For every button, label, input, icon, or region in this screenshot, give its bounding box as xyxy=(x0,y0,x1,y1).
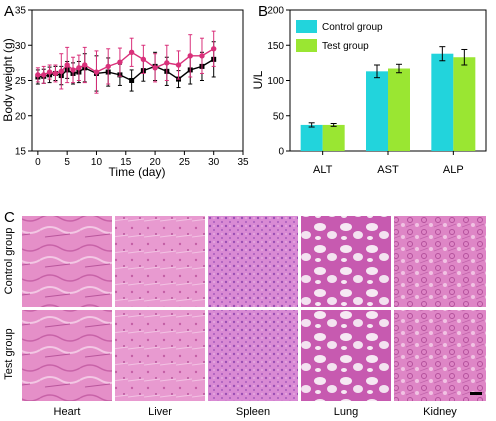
micrograph-control-kidney xyxy=(394,216,486,307)
row-labels: Control group Test group xyxy=(3,228,15,380)
plot-frame-a xyxy=(31,9,244,152)
legend-label-test: Test group xyxy=(322,41,369,52)
category-label-b: ALP xyxy=(443,164,464,176)
data-point-a xyxy=(129,78,135,83)
y-tick-label-a: 25 xyxy=(15,76,27,87)
micrograph-test-spleen xyxy=(208,310,298,401)
row-label-test: Test group xyxy=(3,328,15,379)
y-tick-label-b: 100 xyxy=(267,76,284,87)
series-line-a xyxy=(37,48,215,76)
micrograph-test-lung xyxy=(301,310,391,401)
micrograph-control-lung xyxy=(301,216,391,307)
data-point-a xyxy=(210,46,217,52)
histology-grid: Control group Test group Heart Liver Spl… xyxy=(3,216,486,418)
legend-swatch-control xyxy=(296,20,317,33)
y-tick-label-b: 150 xyxy=(267,41,284,52)
axis-ticks-b: 0 50 100 150 200 ALT AST ALP xyxy=(267,6,463,177)
x-tick-label-a: 35 xyxy=(237,157,249,168)
x-tick-label-a: 15 xyxy=(120,157,132,168)
column-label-spleen: Spleen xyxy=(236,406,270,418)
data-point-a xyxy=(175,62,182,68)
series-a-0 xyxy=(35,41,217,92)
y-tick-label-a: 20 xyxy=(15,111,27,122)
series-line-a xyxy=(37,58,215,82)
bar-alt-0 xyxy=(300,124,323,151)
x-tick-label-a: 10 xyxy=(91,157,103,168)
data-point-a xyxy=(187,53,193,59)
data-point-a xyxy=(93,69,100,75)
legend-b: Control group Test group xyxy=(296,20,383,52)
data-point-a xyxy=(46,69,53,75)
data-point-a xyxy=(82,62,88,68)
data-point-a xyxy=(105,63,111,70)
x-tick-label-a: 0 xyxy=(35,157,41,168)
data-point-a xyxy=(35,72,41,78)
data-point-a xyxy=(76,65,82,71)
data-point-a xyxy=(58,68,65,75)
x-axis-title-a: Time (day) xyxy=(109,165,166,179)
legend-swatch-test xyxy=(296,39,317,52)
bar-ast-0 xyxy=(366,71,388,151)
y-tick-label-b: 200 xyxy=(267,6,284,17)
data-point-a xyxy=(41,72,47,78)
y-tick-label-b: 0 xyxy=(278,147,284,158)
category-label-b: AST xyxy=(377,164,399,176)
column-label-lung: Lung xyxy=(334,406,358,418)
body-weight-line-chart: 0 5 10 15 20 25 30 35 15 20 25 30 35 Time (day) Body… xyxy=(1,6,249,180)
category-label-b: ALT xyxy=(313,164,333,176)
data-point-a xyxy=(152,65,158,71)
x-tick-label-a: 25 xyxy=(179,157,191,168)
y-tick-label-a: 30 xyxy=(15,41,27,52)
micrograph-control-liver xyxy=(115,216,205,307)
data-point-a xyxy=(140,56,147,63)
panel-letter-a: A xyxy=(4,3,14,20)
x-tick-label-a: 30 xyxy=(208,157,220,168)
column-label-heart: Heart xyxy=(54,406,81,418)
bars-group-b xyxy=(300,46,476,151)
y-tick-label-b: 50 xyxy=(273,111,285,122)
y-axis-title-a: Body weight (g) xyxy=(1,38,15,121)
micrograph-test-heart xyxy=(22,310,112,401)
data-point-a xyxy=(199,53,205,59)
data-point-a xyxy=(70,67,76,73)
axis-ticks-a: 0 5 10 15 20 25 30 35 15 20 25 30 35 xyxy=(15,6,249,169)
data-point-a xyxy=(128,49,135,55)
micrograph-test-liver xyxy=(115,310,205,401)
x-tick-label-a: 20 xyxy=(150,157,162,168)
row-label-control: Control group xyxy=(3,228,15,295)
series-group-a xyxy=(35,30,217,94)
data-point-a xyxy=(117,59,123,65)
y-axis-title-b: U/L xyxy=(251,70,265,89)
column-label-kidney: Kidney xyxy=(423,406,457,418)
panel-letter-c: C xyxy=(4,209,15,226)
data-point-a xyxy=(64,62,70,68)
liver-enzyme-bar-chart: 0 50 100 150 200 ALT AST ALP U/L Control group … xyxy=(251,6,487,177)
bar-alp-0 xyxy=(431,53,454,151)
column-labels: Heart Liver Spleen Lung Kidney xyxy=(54,406,458,418)
bar-alp-1 xyxy=(453,57,476,151)
column-label-liver: Liver xyxy=(148,406,172,418)
bar-ast-1 xyxy=(388,68,410,151)
x-tick-label-a: 5 xyxy=(64,157,70,168)
bar-alt-1 xyxy=(322,124,345,151)
data-point-a xyxy=(52,70,59,77)
scale-bar xyxy=(470,392,482,395)
y-tick-label-a: 15 xyxy=(15,147,27,158)
micrograph-control-heart xyxy=(22,216,112,307)
panel-letter-b: B xyxy=(258,3,268,20)
legend-label-control: Control group xyxy=(322,22,383,33)
micrograph-control-spleen xyxy=(208,216,298,307)
series-a-1 xyxy=(35,30,217,94)
y-tick-label-a: 35 xyxy=(15,6,27,17)
data-point-a xyxy=(164,60,170,66)
micrograph-test-kidney xyxy=(394,310,486,401)
